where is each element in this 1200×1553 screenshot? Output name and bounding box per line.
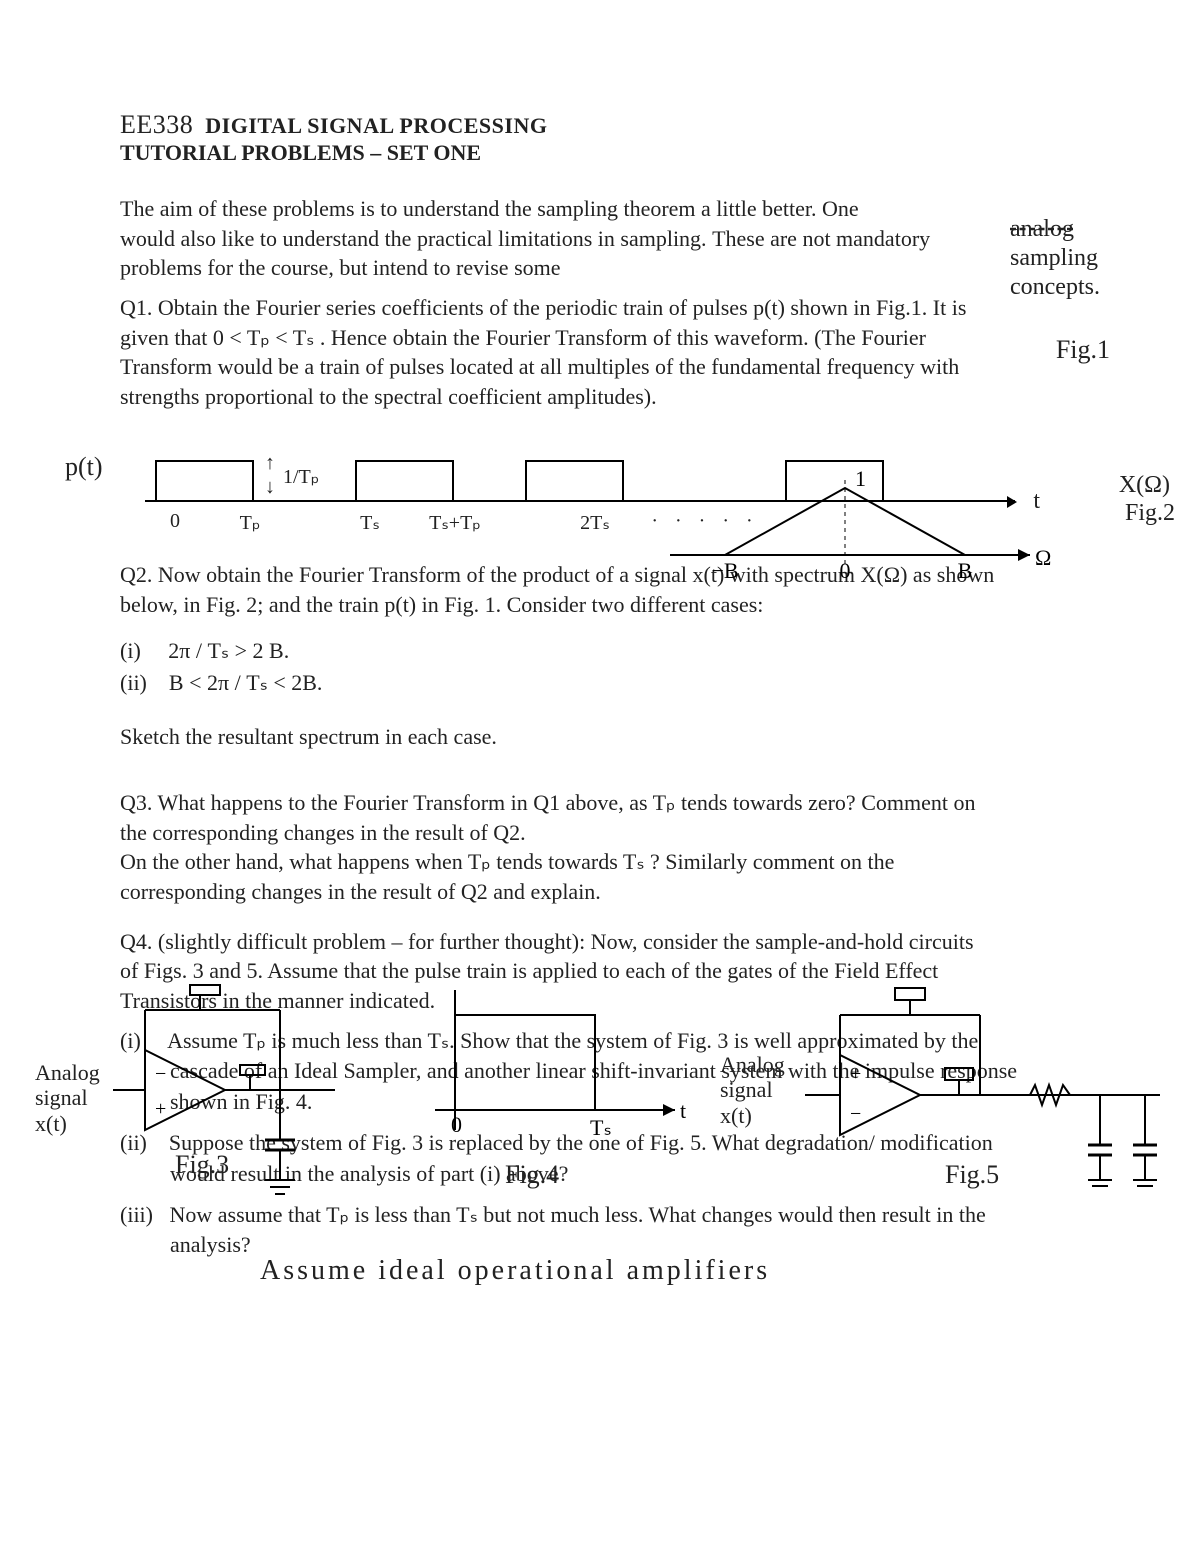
- fig5-label: Fig.5: [945, 1160, 999, 1190]
- q2-ii-label: (ii): [120, 670, 147, 695]
- bottom-figures: − +: [35, 980, 1175, 1240]
- fig5-circuit: + −: [720, 980, 1180, 1220]
- q1-text: Q1. Obtain the Fourier series coefficien…: [120, 293, 990, 412]
- fig3-in3: x(t): [35, 1111, 67, 1136]
- fig1-height-label: 1/Tₚ: [283, 464, 319, 489]
- fig2-peak: 1: [855, 466, 866, 491]
- fig1-ylabel: p(t): [65, 452, 103, 482]
- intro-line2-print: would also like to understand the practi…: [120, 226, 707, 251]
- svg-text:−: −: [850, 1103, 861, 1125]
- fig1-tick: 2Tₛ: [580, 510, 610, 535]
- fig4-t: t: [680, 1098, 686, 1123]
- fig4-impulse: 0 Tₛ t Fig.4: [395, 980, 695, 1210]
- fig1-tick: Tₛ+Tₚ: [429, 510, 481, 535]
- header-title: EE338 DIGITAL SIGNAL PROCESSING: [120, 110, 1130, 140]
- svg-text:+: +: [850, 1063, 861, 1085]
- fig3-circuit: − +: [35, 980, 365, 1210]
- margin-concepts: concepts.: [1010, 274, 1100, 300]
- header-subtitle: TUTORIAL PROBLEMS – SET ONE: [120, 140, 1130, 166]
- fig2-negb: −B: [711, 558, 738, 583]
- fig3-in2: signal: [35, 1085, 88, 1110]
- q2-sketch-note: Sketch the resultant spectrum in each ca…: [120, 721, 550, 753]
- fig1-label: Fig.1: [1056, 335, 1110, 365]
- fig1-pulse: [155, 460, 254, 502]
- intro-paragraph: The aim of these problems is to understa…: [120, 194, 990, 283]
- q2-i-text: 2π / Tₛ > 2 B.: [168, 638, 289, 663]
- footer-note: Assume ideal operational amplifiers: [260, 1255, 770, 1287]
- fig4-zero: 0: [451, 1112, 462, 1137]
- fig3-label: Fig.3: [175, 1150, 229, 1180]
- q3-text: Q3. What happens to the Fourier Transfor…: [120, 788, 990, 907]
- q2-row: (i) 2π / Tₛ > 2 B. (ii) B < 2π / Tₛ < 2B…: [120, 635, 1130, 753]
- q2-case-i: (i) 2π / Tₛ > 2 B.: [120, 635, 550, 667]
- svg-text:−: −: [155, 1063, 166, 1085]
- fig2-label: Fig.2: [1125, 500, 1175, 527]
- fig1-pulse: [355, 460, 454, 502]
- fig2-posb: B: [958, 558, 973, 583]
- fig1-tick: Tₛ: [360, 510, 380, 535]
- fig5-in3: x(t): [720, 1103, 752, 1128]
- svg-text:+: +: [155, 1098, 166, 1120]
- intro-line1: The aim of these problems is to understa…: [120, 196, 859, 221]
- fig2-func: X(Ω): [1119, 472, 1170, 499]
- q2-ii-text: B < 2π / Tₛ < 2B.: [169, 670, 323, 695]
- fig5-in1: Analog: [720, 1052, 785, 1077]
- fig4-label: Fig.4: [505, 1160, 559, 1190]
- fig2-zero: 0: [840, 558, 851, 583]
- course-code: EE338: [120, 110, 193, 139]
- course-title: DIGITAL SIGNAL PROCESSING: [205, 113, 547, 138]
- fig2-svg: 1 −B 0 B Ω: [670, 470, 1050, 590]
- fig2-omega: Ω: [1035, 545, 1051, 570]
- margin-analog: analog: [1010, 216, 1074, 242]
- fig2-spectrum: 1 −B 0 B Ω X(Ω) Fig.2: [670, 470, 1050, 590]
- fig1-tick: 0: [170, 510, 180, 533]
- fig1-tick: Tₚ: [240, 510, 261, 535]
- q2-cases: (i) 2π / Tₛ > 2 B. (ii) B < 2π / Tₛ < 2B…: [120, 635, 550, 753]
- page: EE338 DIGITAL SIGNAL PROCESSING TUTORIAL…: [0, 0, 1200, 1553]
- fig1-pulse: [525, 460, 624, 502]
- margin-note: analog sampling concepts.: [1010, 215, 1170, 301]
- fig3-in1: Analog: [35, 1060, 100, 1085]
- fig4-ts: Tₛ: [590, 1115, 612, 1140]
- fig5-in2: signal: [720, 1077, 773, 1102]
- margin-sampling: sampling: [1010, 245, 1098, 271]
- q2-i-label: (i): [120, 638, 141, 663]
- q2-case-ii: (ii) B < 2π / Tₛ < 2B.: [120, 667, 550, 699]
